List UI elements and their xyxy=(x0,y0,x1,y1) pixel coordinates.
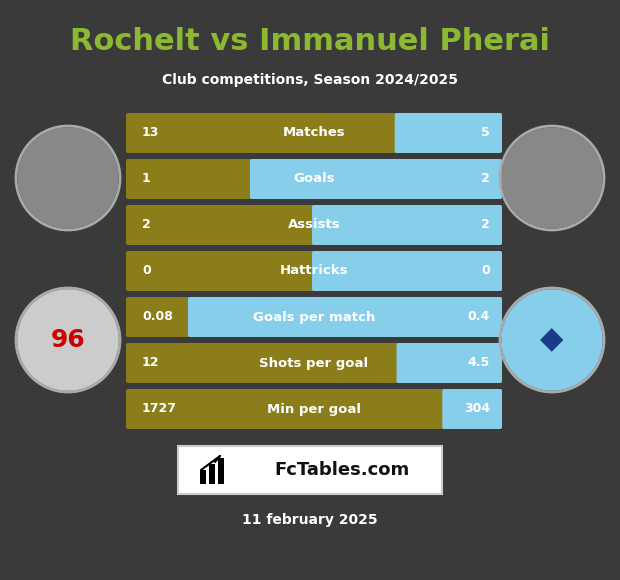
Text: 4.5: 4.5 xyxy=(467,357,490,369)
FancyBboxPatch shape xyxy=(126,251,502,291)
FancyBboxPatch shape xyxy=(250,159,502,199)
Text: Min per goal: Min per goal xyxy=(267,403,361,415)
Text: 0.4: 0.4 xyxy=(467,310,490,324)
Text: 2: 2 xyxy=(481,219,490,231)
Text: Goals: Goals xyxy=(293,172,335,186)
FancyBboxPatch shape xyxy=(312,251,502,291)
Text: ◆: ◆ xyxy=(540,325,564,354)
Text: 0.08: 0.08 xyxy=(142,310,173,324)
Bar xyxy=(218,458,224,484)
Text: FcTables.com: FcTables.com xyxy=(274,461,409,479)
Text: 96: 96 xyxy=(51,328,86,352)
FancyBboxPatch shape xyxy=(126,297,502,337)
Bar xyxy=(200,470,206,484)
Circle shape xyxy=(502,128,602,228)
FancyBboxPatch shape xyxy=(126,343,502,383)
Text: 12: 12 xyxy=(142,357,159,369)
Text: 1727: 1727 xyxy=(142,403,177,415)
Text: Club competitions, Season 2024/2025: Club competitions, Season 2024/2025 xyxy=(162,73,458,87)
Text: 0: 0 xyxy=(142,264,151,277)
Text: Matches: Matches xyxy=(283,126,345,140)
Text: 5: 5 xyxy=(481,126,490,140)
Bar xyxy=(209,464,215,484)
FancyBboxPatch shape xyxy=(126,389,502,429)
Text: Hattricks: Hattricks xyxy=(280,264,348,277)
Text: 304: 304 xyxy=(464,403,490,415)
Text: 2: 2 xyxy=(481,172,490,186)
Circle shape xyxy=(18,128,118,228)
Text: 1: 1 xyxy=(142,172,151,186)
Circle shape xyxy=(502,290,602,390)
FancyBboxPatch shape xyxy=(178,446,442,494)
FancyBboxPatch shape xyxy=(126,159,502,199)
Text: Assists: Assists xyxy=(288,219,340,231)
Text: Rochelt vs Immanuel Pherai: Rochelt vs Immanuel Pherai xyxy=(70,27,550,56)
FancyBboxPatch shape xyxy=(442,389,502,429)
Text: 0: 0 xyxy=(481,264,490,277)
Circle shape xyxy=(18,290,118,390)
Text: 2: 2 xyxy=(142,219,151,231)
FancyBboxPatch shape xyxy=(395,113,502,153)
FancyBboxPatch shape xyxy=(397,343,502,383)
Text: 13: 13 xyxy=(142,126,159,140)
Text: Shots per goal: Shots per goal xyxy=(259,357,368,369)
FancyBboxPatch shape xyxy=(126,205,502,245)
Text: 11 february 2025: 11 february 2025 xyxy=(242,513,378,527)
Text: Goals per match: Goals per match xyxy=(253,310,375,324)
FancyBboxPatch shape xyxy=(126,113,502,153)
FancyBboxPatch shape xyxy=(188,297,502,337)
FancyBboxPatch shape xyxy=(312,205,502,245)
